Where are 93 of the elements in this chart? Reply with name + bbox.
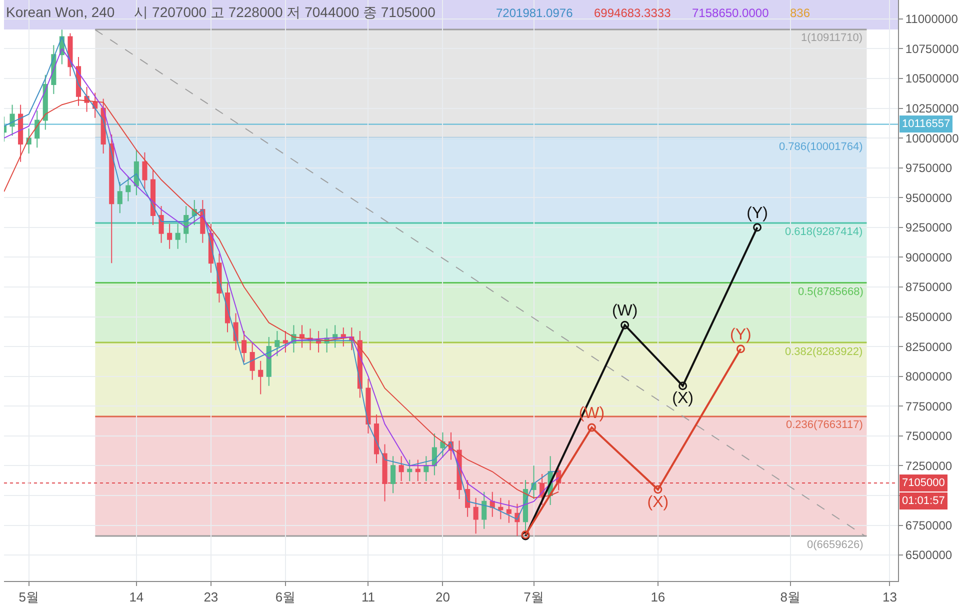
data-label: (X)	[672, 390, 694, 408]
candlestick	[382, 444, 388, 502]
point	[654, 485, 662, 494]
y-tick-label: 10750000	[905, 42, 960, 56]
x-tick-label: 6월	[275, 590, 296, 605]
y-tick-label: 9000000	[905, 250, 952, 264]
ref-line-label: 7105000	[902, 477, 945, 489]
candlestick	[482, 491, 487, 530]
candlestick	[18, 104, 24, 162]
candlestick	[109, 134, 114, 264]
x-tick-label: 20	[435, 590, 450, 605]
y-tick-label: 10500000	[905, 72, 960, 86]
candlestick	[158, 205, 164, 244]
candlestick	[432, 433, 437, 476]
y-tick-label: 10000000	[905, 131, 960, 146]
candlestick	[498, 497, 504, 520]
candlestick	[142, 152, 148, 190]
candlestick	[258, 360, 264, 395]
candlestick	[340, 326, 346, 348]
candlestick	[117, 182, 122, 214]
candlestick	[473, 497, 478, 534]
y-tick-label: 6500000	[905, 548, 952, 562]
y-tick-label: 11000000	[905, 12, 958, 26]
ref-line-label: 10116557	[902, 118, 950, 130]
annotation: 836	[790, 6, 810, 20]
x-tick-label: 8월	[780, 590, 801, 605]
candlestick	[150, 170, 156, 226]
ref-line-label: 0.382(8283922)	[785, 346, 863, 358]
candlestick	[506, 500, 512, 524]
y-tick-label: 7750000	[905, 399, 952, 414]
x-tick-label: 5월	[18, 590, 39, 605]
candlestick	[407, 459, 412, 482]
chart-title: Korean Won, 240 시 7207000 고 7228000 저 7044000 종 7105000	[6, 4, 436, 20]
ref-line-label: 0.618(9287414)	[785, 226, 863, 238]
x-tick-label: 7월	[524, 590, 544, 605]
candlestick	[398, 456, 404, 482]
candlestick	[266, 336, 272, 386]
point	[678, 382, 688, 390]
candlestick	[531, 465, 536, 500]
y-tick-label: 8000000	[905, 370, 952, 384]
ref-line-label: 0.5(8785668)	[798, 286, 864, 298]
ref-line-label: 1(10911710)	[801, 32, 863, 44]
y-tick-label: 9500000	[905, 190, 952, 205]
x-tick-label: 14	[129, 590, 144, 605]
y-tick-label: 6750000	[905, 518, 952, 532]
point	[753, 223, 762, 232]
candlestick	[424, 456, 429, 482]
candlestick	[390, 456, 396, 494]
data-label: (Y)	[730, 326, 752, 344]
candlestick	[465, 479, 470, 518]
candlestick	[374, 414, 380, 464]
candlestick	[242, 330, 247, 363]
candlestick	[134, 149, 139, 196]
y-tick-label: 10250000	[905, 101, 960, 116]
text: 6994683.3333	[594, 6, 672, 20]
x-tick-label: 16	[650, 590, 666, 605]
candlestick	[490, 491, 495, 518]
text: 01:01:57	[902, 495, 945, 507]
y-tick-label: 9250000	[905, 220, 952, 235]
candlestick	[126, 176, 131, 202]
point	[587, 423, 596, 432]
x-tick-label: 11	[361, 590, 375, 605]
y-tick-label: 9750000	[905, 161, 952, 176]
candlestick	[92, 92, 98, 118]
point	[620, 320, 630, 330]
data-label: (X)	[647, 494, 669, 511]
ref-line-label: 0(6659626)	[807, 539, 864, 551]
y-tick-label: 7250000	[905, 458, 952, 473]
y-tick-label: 7500000	[905, 429, 952, 444]
candlestick	[250, 342, 255, 380]
x-tick-label: 23	[204, 590, 218, 605]
candlestick	[34, 110, 40, 148]
text: 7201981.0976	[496, 6, 574, 20]
candlestick	[167, 223, 172, 250]
candlestick	[440, 432, 446, 458]
candlestick	[274, 330, 280, 357]
candlestick	[366, 378, 371, 434]
candlestick	[316, 330, 322, 354]
point	[736, 344, 745, 354]
y-tick-label: 8500000	[905, 310, 952, 324]
candlestick	[184, 205, 189, 244]
candlestick	[10, 104, 15, 136]
candlestick	[175, 223, 180, 250]
y-tick-label: 8250000	[905, 340, 952, 354]
ref-line-label: 0.236(7663117)	[786, 419, 863, 431]
ref-line-label: 0.786(10001764)	[779, 141, 863, 153]
data-label: (Y)	[746, 205, 768, 222]
data-label: (W)	[612, 302, 638, 320]
y-tick-label: 8750000	[905, 280, 952, 294]
x-tick-label: 13	[882, 590, 897, 605]
candlestick	[282, 330, 288, 354]
candlestick	[415, 459, 420, 482]
text: 7158650.0000	[692, 6, 770, 20]
